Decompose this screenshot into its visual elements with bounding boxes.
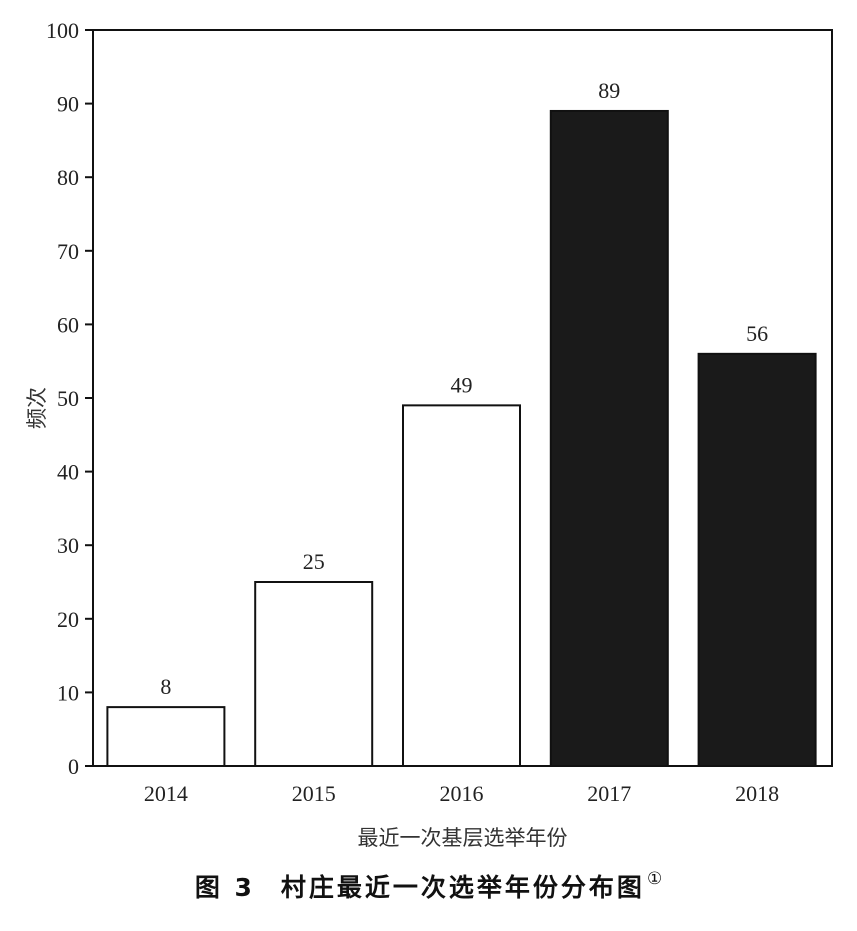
bar-2014 [106, 706, 226, 767]
y-tick-label: 100 [46, 18, 79, 43]
bar-2015 [254, 581, 374, 767]
x-axis-ticks: 2014 2015 2016 2017 2018 [144, 781, 779, 806]
x-tick-label: 2017 [587, 781, 631, 806]
x-tick-label: 2018 [735, 781, 779, 806]
y-tick-label: 90 [57, 92, 79, 117]
figure-title: 村庄最近一次选举年份分布图 [280, 873, 645, 902]
y-tick-label: 80 [57, 165, 79, 190]
bars [106, 109, 817, 767]
x-axis-label: 最近一次基层选举年份 [358, 826, 568, 850]
y-tick-label: 70 [57, 239, 79, 264]
bar-2018 [697, 352, 817, 767]
y-axis-label: 频次 [25, 387, 49, 429]
bar-2016 [402, 404, 521, 767]
data-label-2014: 8 [160, 674, 171, 699]
data-labels: 8 25 49 89 56 [160, 78, 768, 699]
y-tick-label: 60 [57, 312, 79, 337]
y-tick-label: 30 [57, 533, 79, 558]
figure-label: 图 3 [194, 873, 255, 902]
y-tick-label: 50 [57, 386, 79, 411]
x-tick-label: 2015 [292, 781, 336, 806]
data-label-2016: 49 [451, 372, 473, 397]
figure-caption: 图 3 村庄最近一次选举年份分布图 ① [0, 868, 857, 918]
y-axis-ticks: 0 10 20 30 40 50 60 70 80 90 100 [46, 18, 93, 779]
data-label-2018: 56 [746, 321, 768, 346]
plot-frame [92, 29, 833, 767]
data-label-2015: 25 [303, 549, 325, 574]
y-tick-label: 40 [57, 460, 79, 485]
bar-2017 [549, 109, 669, 767]
chart-area: 0 10 20 30 40 50 60 70 80 90 100 8 25 49 89 56 2014 201… [25, 18, 833, 850]
y-tick-label: 0 [68, 754, 79, 779]
data-label-2017: 89 [598, 78, 620, 103]
y-tick-label: 10 [57, 680, 79, 705]
x-tick-label: 2014 [144, 781, 188, 806]
y-tick-label: 20 [57, 607, 79, 632]
footnote-mark: ① [646, 869, 663, 889]
x-tick-label: 2016 [440, 781, 484, 806]
